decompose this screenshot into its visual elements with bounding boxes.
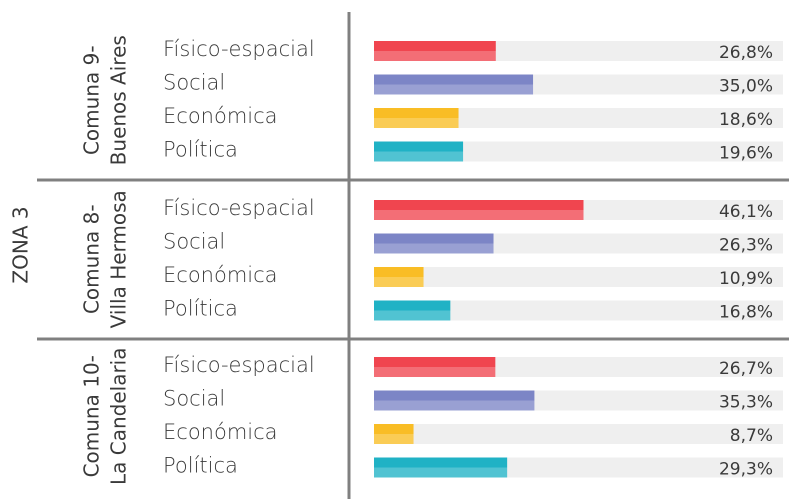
bar-track — [374, 267, 783, 287]
panel-subtitle: La Candelaria — [107, 348, 131, 486]
value-label: 18,6% — [719, 110, 773, 130]
bar — [374, 267, 424, 287]
category-label: Política — [163, 297, 238, 321]
bar — [374, 300, 451, 321]
category-label: Política — [163, 138, 238, 162]
category-label: Físico-espacial — [163, 353, 315, 377]
panel-title: Comuna 10- — [80, 355, 104, 477]
value-label: 26,8% — [719, 43, 773, 63]
value-label: 16,8% — [719, 303, 773, 323]
value-label: 8,7% — [730, 426, 773, 446]
panel-subtitle: Villa Hermosa — [107, 190, 131, 328]
bar — [374, 108, 459, 128]
panel-title: Comuna 9- — [80, 45, 104, 155]
value-label: 26,3% — [719, 236, 773, 256]
category-label: Físico-espacial — [163, 37, 315, 61]
value-label: 29,3% — [719, 460, 773, 480]
bar — [374, 457, 508, 478]
bar — [374, 200, 584, 220]
value-label: 35,0% — [719, 77, 773, 97]
value-label: 10,9% — [719, 269, 773, 289]
value-label: 46,1% — [719, 202, 773, 222]
bar — [374, 390, 535, 411]
category-label: Social — [163, 230, 225, 254]
bar — [374, 41, 496, 61]
bar — [374, 424, 414, 444]
category-label: Social — [163, 387, 225, 411]
category-label: Económica — [163, 104, 278, 128]
bar — [374, 141, 464, 162]
panel-subtitle: Buenos Aires — [107, 35, 131, 165]
value-label: 35,3% — [719, 393, 773, 413]
bar — [374, 74, 534, 95]
category-label: Política — [163, 454, 238, 478]
bar-track — [374, 300, 783, 321]
panel-title: Comuna 8- — [80, 204, 104, 314]
category-label: Social — [163, 71, 225, 95]
value-label: 19,6% — [719, 144, 773, 164]
bar-track — [374, 424, 783, 444]
bar — [374, 357, 496, 377]
category-label: Económica — [163, 420, 278, 444]
bar — [374, 233, 494, 254]
category-label: Económica — [163, 263, 278, 287]
bar-track — [374, 141, 783, 162]
category-label: Físico-espacial — [163, 196, 315, 220]
value-label: 26,7% — [719, 359, 773, 379]
zone-label: ZONA 3 — [9, 206, 33, 283]
bar-track — [374, 108, 783, 128]
